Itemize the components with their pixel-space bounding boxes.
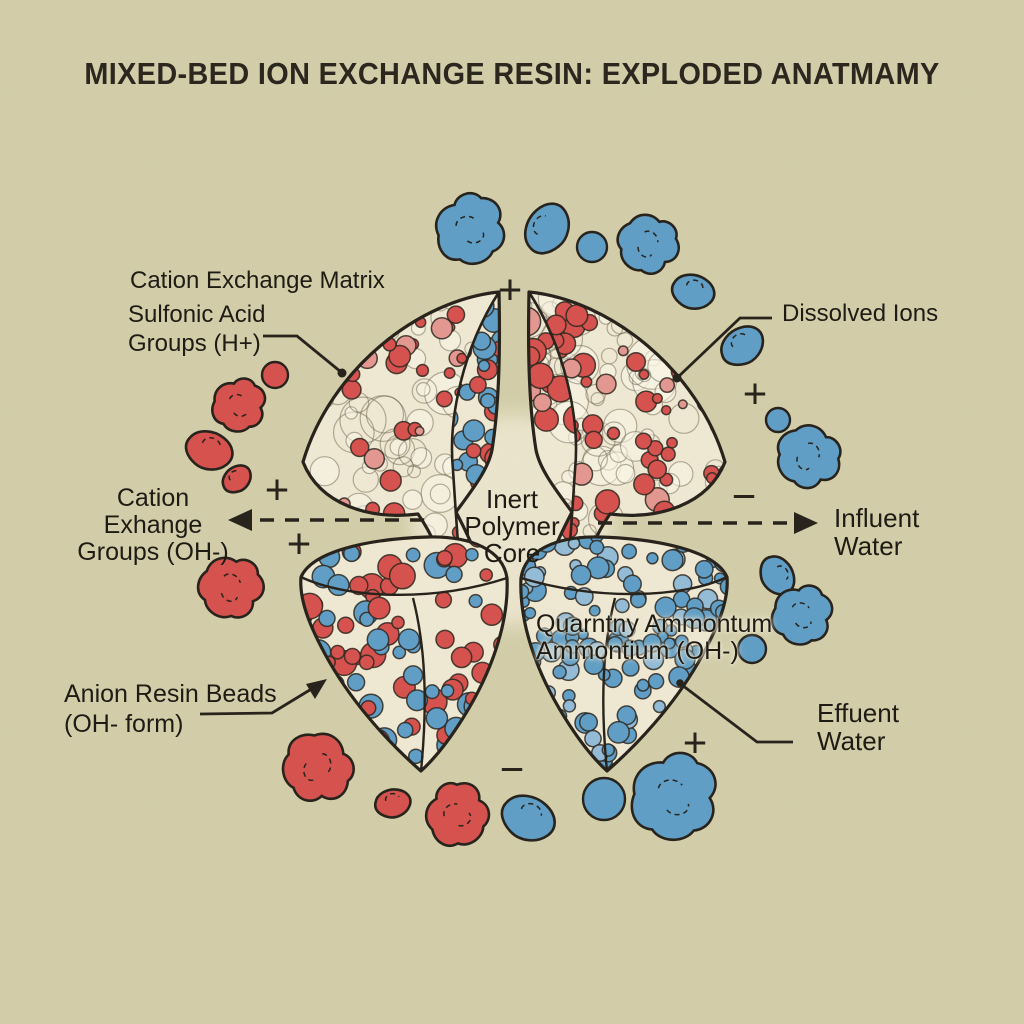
inert-core-label: Inert Polymer Core [464, 484, 560, 568]
quaternary-ammonium-label: Quarntny Ammontum Ammontium (OH-) [536, 610, 773, 665]
dissolved-ions-label: Dissolved Ions [782, 300, 939, 327]
influent-water-label: Influent Water [834, 503, 920, 561]
sulfonic-label: Sulfonic Acid Groups (H+) [128, 301, 266, 357]
effluent-water-label: Effuent Water [817, 698, 899, 756]
cation-matrix-label: Cation Exchange Matrix [130, 266, 385, 295]
cation-matrix-text: Cation Exchange Matrix [130, 267, 385, 294]
cation-groups-label: Cation Exhange Groups (OH-) [77, 484, 229, 566]
anion-beads-label: Anion Resin Beads (OH- form) [64, 680, 277, 738]
